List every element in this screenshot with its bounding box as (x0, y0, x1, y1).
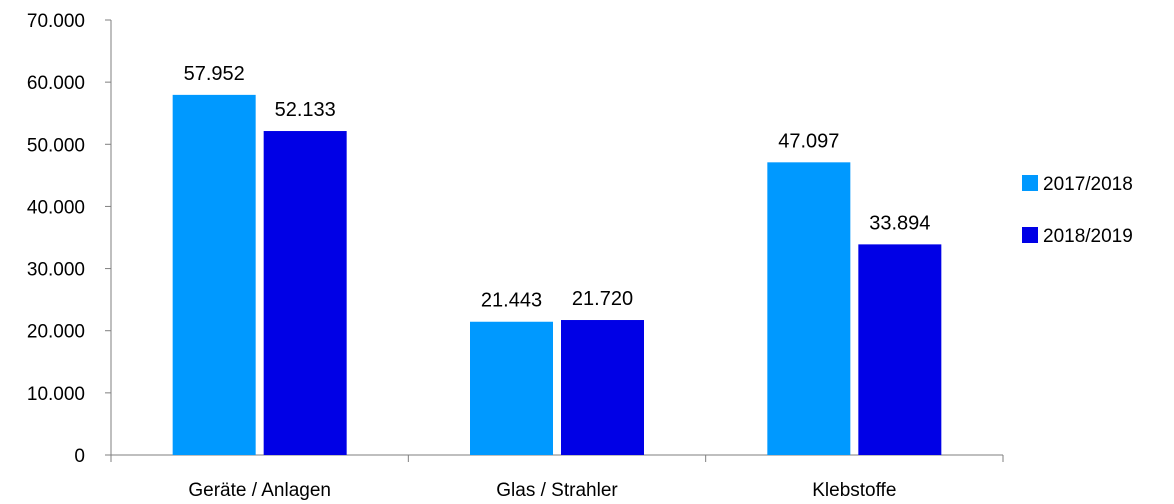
legend-label: 2017/2018 (1043, 174, 1133, 195)
bar (263, 131, 347, 455)
y-tick-label: 10.000 (27, 384, 85, 405)
bar-labels: 57.952 52.133 21.443 21.720 47.097 33.894 (184, 63, 931, 312)
bar-value-label: 57.952 (184, 63, 245, 85)
legend-label: 2018/2019 (1043, 226, 1133, 247)
x-axis: Geräte / Anlagen Glas / Strahler Klebstoff… (110, 454, 1004, 501)
legend: 2017/2018 2018/2019 (1022, 174, 1133, 247)
bar-value-label: 21.720 (572, 288, 633, 310)
legend-swatch (1022, 175, 1038, 191)
bar-value-label: 33.894 (869, 212, 930, 234)
y-tick-label: 40.000 (27, 197, 85, 218)
bars (172, 94, 942, 455)
bar-value-label: 52.133 (275, 99, 336, 121)
y-tick-label: 70.000 (27, 11, 85, 32)
y-tick-label: 30.000 (27, 260, 85, 281)
y-axis: 0 10.000 20.000 30.000 40.000 50.000 60.000 70.… (27, 11, 112, 467)
bar-value-label: 47.097 (778, 130, 839, 152)
bar (470, 321, 553, 455)
bar (858, 244, 942, 455)
x-category-label: Glas / Strahler (496, 480, 618, 501)
bar (561, 320, 644, 455)
legend-swatch (1022, 227, 1038, 243)
x-category-label: Klebstoffe (812, 480, 896, 501)
bar (172, 94, 256, 455)
bar-value-label: 21.443 (481, 290, 542, 312)
bar (767, 162, 851, 455)
y-tick-label: 0 (74, 446, 85, 467)
y-tick-label: 50.000 (27, 135, 85, 156)
x-category-label: Geräte / Anlagen (188, 480, 331, 501)
y-tick-label: 60.000 (27, 73, 85, 94)
y-tick-label: 20.000 (27, 322, 85, 343)
